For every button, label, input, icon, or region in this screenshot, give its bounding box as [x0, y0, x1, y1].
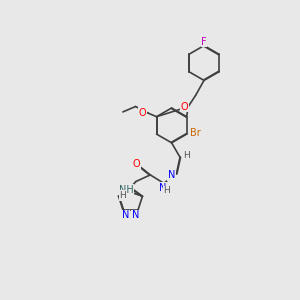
Text: N: N: [159, 183, 166, 193]
Text: S: S: [121, 190, 127, 200]
Text: H: H: [120, 191, 126, 200]
Text: NH: NH: [118, 184, 134, 195]
Text: N: N: [122, 210, 129, 220]
Text: O: O: [180, 102, 188, 112]
Text: N: N: [168, 170, 175, 180]
Text: Br: Br: [190, 128, 201, 138]
Text: F: F: [201, 37, 207, 47]
Text: N: N: [132, 210, 139, 220]
Text: H: H: [183, 151, 189, 160]
Text: H: H: [164, 186, 170, 195]
Text: O: O: [132, 159, 140, 169]
Text: O: O: [139, 108, 146, 118]
